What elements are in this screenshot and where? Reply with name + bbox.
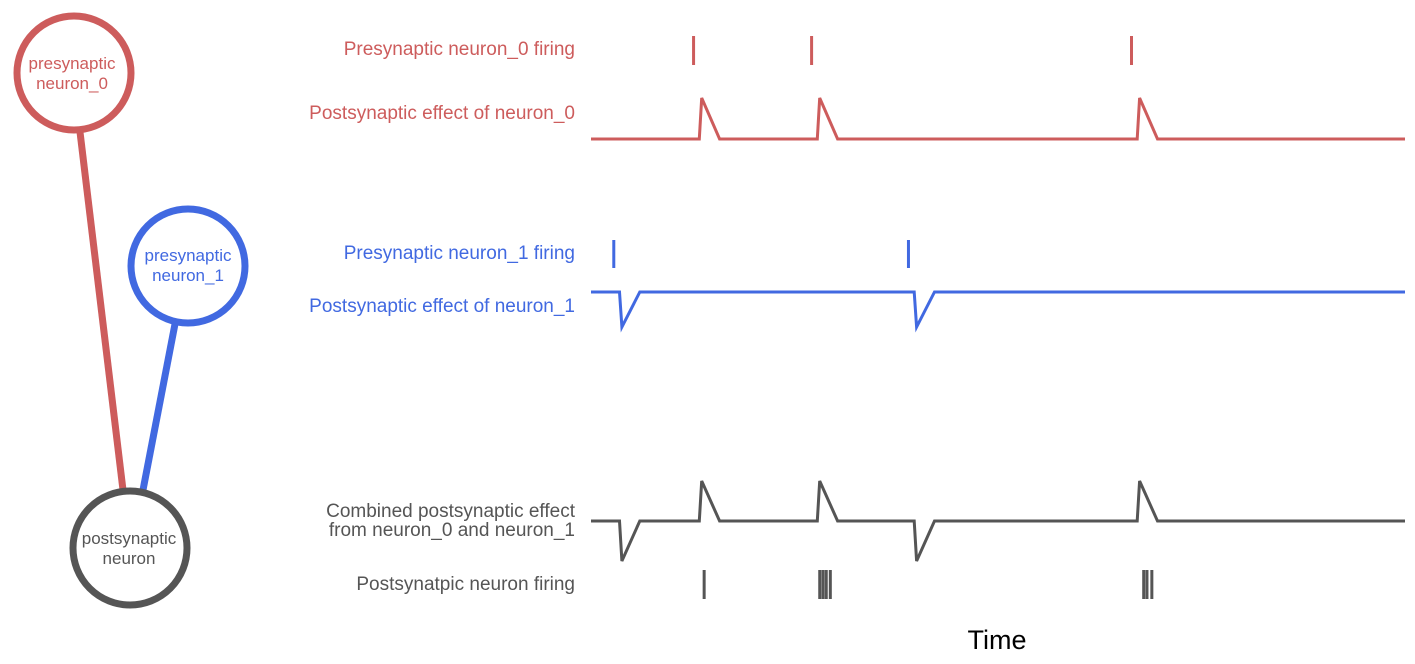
node-presynaptic-neuron-1: presynaptic neuron_1 (127, 205, 249, 327)
label-combined-line2: from neuron_0 and neuron_1 (329, 520, 575, 541)
label-combined-line1: Combined postsynaptic effect (326, 501, 576, 522)
node-postsynaptic-neuron: postsynaptic neuron (69, 487, 191, 609)
connection-neuron-1 (139, 323, 179, 491)
node-circle (13, 12, 135, 134)
node-label-line2: neuron_1 (152, 266, 224, 285)
neuron-1-postsynaptic-trace (591, 290, 1405, 333)
node-circle (69, 487, 191, 609)
neuron-0-postsynaptic-trace (591, 97, 1405, 141)
node-label-line2: neuron_0 (36, 74, 108, 93)
node-label-line1: presynaptic (145, 246, 232, 265)
postsynaptic-spike-raster (702, 570, 1154, 599)
time-axis-label: Time (968, 625, 1027, 655)
combined-postsynaptic-trace (591, 480, 1405, 562)
node-label-line2: neuron (103, 549, 156, 568)
neuron-0-spike-raster (692, 36, 1133, 65)
neuron-1-spike-raster (612, 240, 910, 268)
connection-neuron-0 (76, 131, 127, 491)
node-label-line1: presynaptic (29, 54, 116, 73)
label-pre0-firing: Presynaptic neuron_0 firing (344, 39, 575, 60)
label-pre1-firing: Presynaptic neuron_1 firing (344, 243, 575, 264)
label-post-firing: Postsynatpic neuron firing (356, 574, 575, 595)
label-post0-effect: Postsynaptic effect of neuron_0 (309, 103, 575, 124)
node-label-line1: postsynaptic (82, 529, 177, 548)
node-circle (127, 205, 249, 327)
node-presynaptic-neuron-0: presynaptic neuron_0 (13, 12, 135, 134)
label-post1-effect: Postsynaptic effect of neuron_1 (309, 296, 575, 317)
